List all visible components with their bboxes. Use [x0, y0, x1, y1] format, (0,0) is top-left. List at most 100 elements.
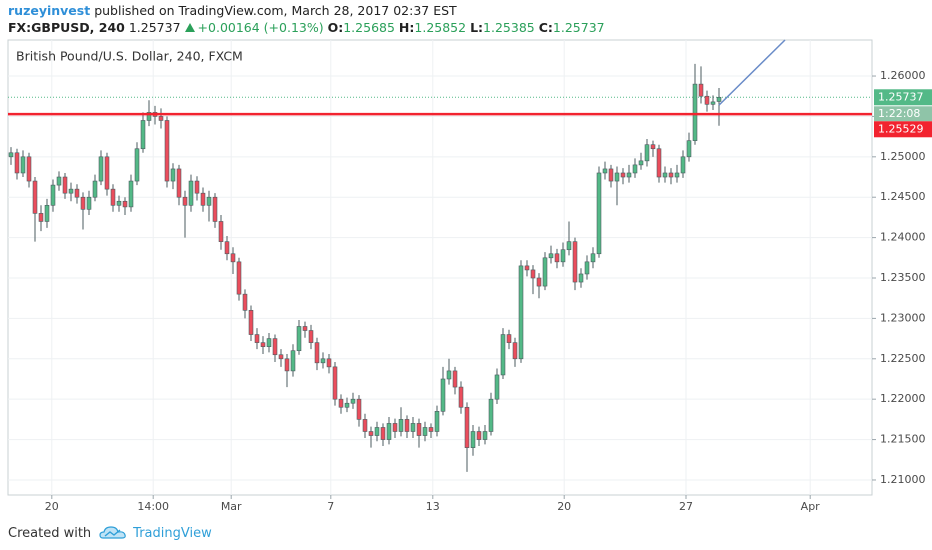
candle-body	[506, 334, 512, 343]
candle-body	[494, 374, 500, 400]
candle-body	[20, 156, 26, 174]
logo	[99, 526, 126, 539]
candle-body	[212, 196, 218, 222]
candle-body	[362, 419, 368, 432]
candle-body	[296, 326, 302, 352]
candle-body	[224, 241, 230, 255]
y-tick-label: 1.22000	[880, 392, 926, 405]
candle-body	[242, 293, 248, 311]
candle-body	[68, 188, 74, 194]
candle-body	[686, 140, 692, 158]
hline-label: 1.25529	[878, 122, 924, 135]
candle-body	[380, 427, 386, 440]
grid	[8, 40, 872, 495]
change: +0.00164 (+0.13%)	[197, 20, 324, 35]
candle-body	[542, 257, 548, 287]
candle-body	[314, 342, 320, 364]
candle-body	[404, 419, 410, 432]
x-tick-label: 13	[426, 500, 440, 513]
candle-body	[290, 350, 296, 372]
candle-body	[560, 249, 566, 263]
candle-body	[572, 241, 578, 283]
candle-body	[326, 358, 332, 368]
candle-body	[62, 176, 68, 194]
candle-body	[320, 358, 326, 364]
candle-body	[368, 431, 374, 436]
candle-body	[680, 156, 686, 174]
candle-body	[74, 188, 80, 198]
candle-body	[614, 172, 620, 182]
candle-body	[278, 354, 284, 360]
countdown-tag	[874, 106, 932, 122]
symbol: FX:GBPUSD, 240	[8, 20, 125, 35]
candle-body	[428, 427, 434, 432]
candle-body	[128, 180, 134, 208]
candle-body	[374, 427, 380, 436]
candle-body	[56, 176, 62, 186]
c-label: C:	[538, 20, 553, 35]
y-tick-label: 1.23000	[880, 311, 926, 324]
quote-line: FX:GBPUSD, 240 1.25737 +0.00164 (+0.13%) …	[8, 19, 605, 36]
y-tick-label: 1.24000	[880, 231, 926, 244]
candle-body	[194, 180, 200, 194]
axes: 1.21000 1.21500 1.22000 1.22500 1.23000 1.235…	[45, 69, 932, 513]
x-tick-label: Apr	[801, 500, 821, 513]
chart-title: British Pound/U.S. Dollar, 240, FXCM	[16, 49, 243, 64]
candle-body	[668, 172, 674, 178]
candle-body	[248, 310, 254, 335]
countdown-label: 1:22:08	[878, 107, 920, 120]
author: ruzeyinvest	[8, 3, 91, 18]
candle-body	[230, 253, 236, 263]
candle-body	[566, 241, 572, 251]
x-tick-label: 20	[557, 500, 571, 513]
candle-body	[500, 334, 506, 376]
publish-line: ruzeyinvest published on TradingView.com…	[8, 2, 605, 19]
candle-body	[650, 144, 656, 150]
candle-body	[176, 168, 182, 198]
candle-body	[452, 370, 458, 388]
candle-body	[356, 398, 362, 420]
candle-body	[434, 411, 440, 432]
candle-body	[524, 265, 530, 271]
candle-body	[470, 431, 476, 448]
candle-body	[662, 172, 668, 178]
y-tick-label: 1.25000	[880, 150, 926, 163]
candle-body	[98, 156, 104, 182]
candle-body	[488, 398, 494, 432]
candle-body	[92, 180, 98, 198]
candle-body	[308, 330, 314, 343]
candle-body	[596, 172, 602, 255]
y-tick-label: 1.24500	[880, 190, 926, 203]
x-tick-label: 20	[45, 500, 59, 513]
candle-body	[32, 180, 38, 214]
published: published on TradingView.com, March 28, …	[94, 3, 457, 18]
created-with: Created with	[8, 525, 92, 541]
candle-body	[602, 168, 608, 174]
candle-body	[632, 164, 638, 174]
brand: TradingView	[133, 525, 212, 541]
candle-body	[8, 152, 14, 158]
candle-body	[350, 398, 356, 404]
candle-body	[164, 120, 170, 182]
l-value: 1.25385	[483, 20, 535, 35]
candle-body	[86, 196, 92, 210]
c-value: 1.25737	[552, 20, 605, 35]
candle-body	[182, 196, 188, 206]
candle-body	[236, 261, 242, 295]
candle-body	[266, 338, 272, 347]
y-tick-label: 1.26000	[880, 69, 926, 82]
x-tick-label: Mar	[221, 500, 242, 513]
h-label: H:	[398, 20, 415, 35]
candle-body	[512, 342, 518, 360]
candle-body	[332, 366, 338, 400]
candle-body	[284, 358, 290, 372]
candle-body	[338, 398, 344, 408]
candle-body	[710, 101, 716, 105]
candle-body	[38, 213, 44, 222]
candle-body	[170, 168, 176, 182]
candle-body	[446, 370, 452, 380]
y-tick-label: 1.23500	[880, 271, 926, 284]
y-tick-label: 1.21000	[880, 473, 926, 486]
hline-tag	[874, 121, 932, 138]
